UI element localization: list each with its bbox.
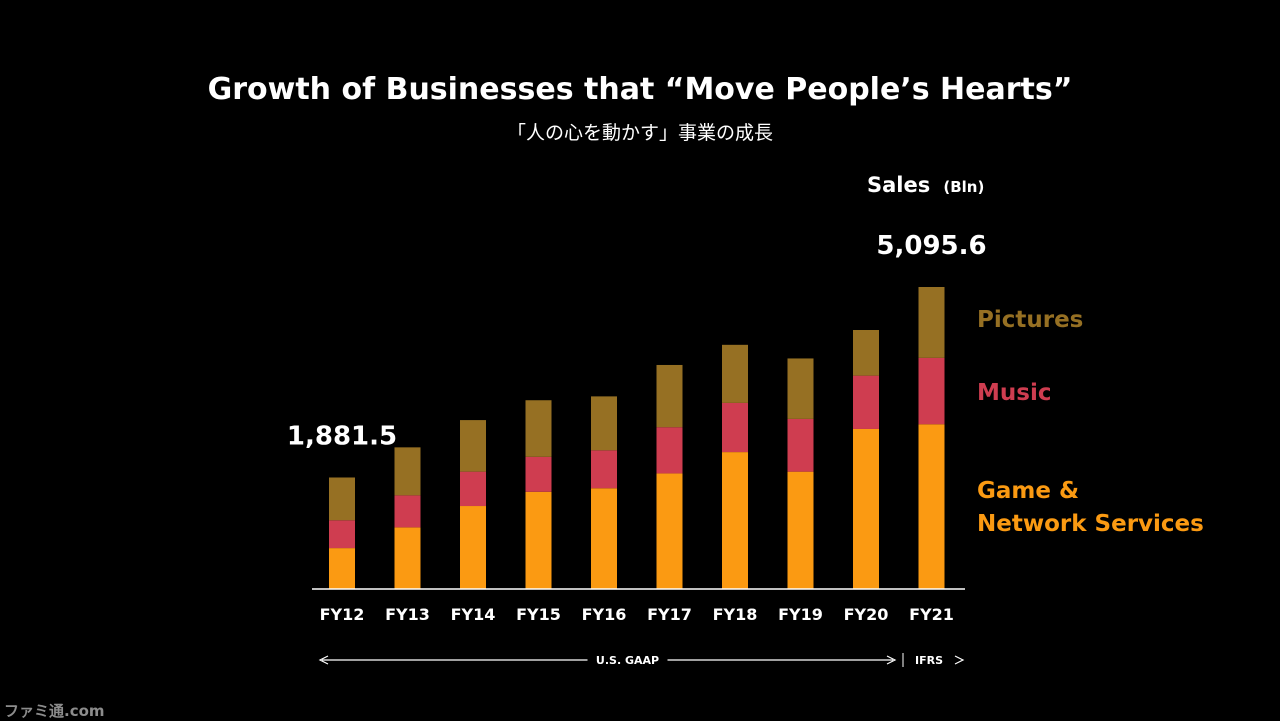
bar-fy18-series-2 bbox=[722, 344, 748, 403]
x-tick-fy14: FY14 bbox=[451, 605, 496, 624]
bar-fy18-series-0 bbox=[722, 452, 748, 589]
x-tick-fy16: FY16 bbox=[582, 605, 627, 624]
bar-fy16-series-0 bbox=[591, 488, 617, 589]
bar-fy21-series-1 bbox=[918, 357, 945, 425]
x-tick-fy21: FY21 bbox=[909, 605, 954, 624]
x-tick-fy20: FY20 bbox=[844, 605, 889, 624]
unit-label: Sales (Bln) bbox=[867, 173, 984, 197]
bar-fy14-series-1 bbox=[460, 471, 486, 507]
bar-fy13-series-2 bbox=[394, 447, 421, 496]
bar-fy13-series-1 bbox=[394, 495, 421, 528]
bar-fy16-series-2 bbox=[591, 396, 617, 451]
bar-fy13-series-0 bbox=[394, 527, 421, 589]
period-label-ifrs: IFRS bbox=[915, 654, 943, 667]
chart-subtitle: 「人の心を動かす」事業の成長 bbox=[507, 122, 773, 144]
bar-fy12-series-1 bbox=[329, 520, 355, 549]
bar-fy19-series-0 bbox=[787, 471, 814, 589]
bars-group bbox=[329, 287, 945, 589]
legend-item-series-2: Pictures bbox=[977, 307, 1083, 333]
unit-label-suffix: (Bln) bbox=[943, 178, 984, 196]
bar-fy20-series-0 bbox=[853, 428, 879, 589]
x-tick-fy15: FY15 bbox=[516, 605, 561, 624]
bar-fy21-series-0 bbox=[918, 424, 945, 589]
chart-title: Growth of Businesses that “Move People’s… bbox=[208, 72, 1073, 107]
watermark: ファミ通.com bbox=[4, 702, 105, 720]
gaap-arrowhead-right bbox=[886, 655, 897, 665]
x-tick-fy17: FY17 bbox=[647, 605, 692, 624]
unit-label-main: Sales bbox=[867, 173, 930, 197]
totals-group: 1,881.5 5,095.6 bbox=[287, 231, 987, 451]
bar-fy12-series-0 bbox=[329, 548, 355, 589]
legend-item-series-0: Game & Network Services bbox=[977, 478, 1204, 537]
bar-fy14-series-2 bbox=[460, 420, 486, 472]
bar-fy17-series-0 bbox=[656, 473, 683, 589]
bar-fy14-series-0 bbox=[460, 506, 486, 589]
bar-fy17-series-1 bbox=[656, 427, 683, 474]
bar-fy19-series-1 bbox=[787, 418, 814, 472]
accounting-period-markers: U.S. GAAP IFRS bbox=[318, 653, 965, 667]
bar-fy20-series-1 bbox=[853, 375, 879, 429]
total-label-fy21: 5,095.6 bbox=[876, 231, 986, 261]
bar-fy15-series-0 bbox=[525, 491, 552, 589]
legend-item-series-1: Music bbox=[977, 380, 1051, 406]
bar-fy20-series-2 bbox=[853, 330, 879, 376]
bar-fy15-series-2 bbox=[525, 400, 552, 457]
gaap-arrowhead-left bbox=[318, 655, 329, 665]
bar-fy16-series-1 bbox=[591, 450, 617, 489]
period-label-gaap: U.S. GAAP bbox=[596, 654, 659, 667]
legend: Pictures Music Game & Network Services bbox=[977, 307, 1204, 537]
bar-fy19-series-2 bbox=[787, 358, 814, 419]
bar-fy21-series-2 bbox=[918, 287, 945, 358]
bar-fy15-series-1 bbox=[525, 456, 552, 492]
x-tick-fy12: FY12 bbox=[320, 605, 365, 624]
bar-fy12-series-2 bbox=[329, 477, 355, 521]
x-tick-fy19: FY19 bbox=[778, 605, 823, 624]
bar-fy18-series-1 bbox=[722, 402, 748, 453]
x-tick-fy18: FY18 bbox=[713, 605, 758, 624]
ifrs-arrowhead bbox=[954, 655, 965, 665]
total-label-fy12: 1,881.5 bbox=[287, 421, 397, 451]
x-tick-fy13: FY13 bbox=[385, 605, 430, 624]
x-tick-labels: FY12 FY13 FY14 FY15 FY16 FY17 FY18 FY19 FY20 FY21 bbox=[320, 605, 954, 624]
bar-fy17-series-2 bbox=[656, 364, 683, 428]
